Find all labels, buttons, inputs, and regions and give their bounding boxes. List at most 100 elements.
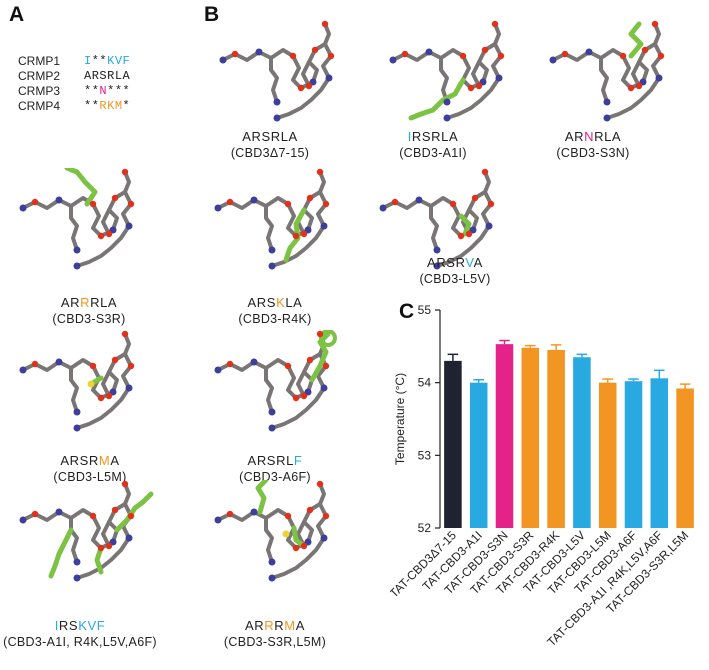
peptide-structure (19, 168, 135, 270)
oxygen-atom (89, 512, 97, 520)
peptide-structure (19, 330, 135, 432)
peptide-structure (19, 480, 154, 582)
bar (598, 382, 617, 528)
oxygen-atom (316, 330, 324, 338)
residue: M (114, 99, 123, 113)
structure-sequence: ARNRLA (513, 128, 673, 145)
oxygen-atom (111, 194, 119, 202)
oxygen-atom (327, 52, 335, 60)
structure-name: (CBD3-S3R) (52, 312, 126, 326)
sequence-segment: AR (60, 295, 81, 310)
structure-name: (CBD3-S3R,L5M) (223, 635, 327, 649)
sequence-segment: F (293, 453, 303, 468)
structure-sequence: ARSRVA (375, 254, 535, 271)
bond-chain (64, 168, 98, 207)
sequence-segment: ARSRLA (242, 129, 298, 144)
panel-label-c: C (399, 300, 415, 323)
oxygen-atom (627, 84, 635, 92)
sequence-segment: AR (564, 129, 585, 144)
oxygen-atom (105, 230, 113, 238)
oxygen-atom (121, 330, 129, 338)
nitrogen-atom (73, 558, 81, 566)
residue: R (107, 69, 115, 83)
bond-chain (323, 22, 331, 46)
oxygen-atom (457, 232, 465, 240)
residue: I (84, 54, 92, 68)
residue: L (114, 69, 123, 83)
structure-sequence: IRSRLA (353, 128, 513, 145)
y-tick-label: 52 (418, 521, 432, 535)
oxygen-atom (111, 356, 119, 364)
oxygen-atom (226, 360, 234, 368)
residue: F (122, 54, 131, 68)
structure-label: ARSKLA (CBD3-R4K) (195, 294, 355, 328)
residue: K (107, 54, 115, 68)
sequence-segment: RSRLA (411, 129, 459, 144)
y-tick-label: 55 (418, 303, 432, 317)
oxygen-atom (471, 194, 479, 202)
oxygen-atom (31, 360, 39, 368)
bond-chain (471, 60, 481, 88)
alignment-name: CRMP1 (18, 54, 61, 68)
sequence-segment: A (110, 453, 120, 468)
oxygen-atom (619, 52, 627, 60)
structure-sequence: ARSRMA (10, 452, 170, 469)
nitrogen-atom (250, 508, 258, 516)
nitrogen-atom (443, 114, 451, 122)
phenyl-ring (319, 330, 337, 347)
sequence-segment: I (407, 129, 412, 144)
nitrogen-atom (73, 574, 81, 582)
oxygen-atom (127, 512, 135, 520)
bond-chain (264, 204, 274, 252)
sequence-segment: A (473, 255, 483, 270)
oxygen-atom (300, 392, 308, 400)
oxygen-atom (465, 230, 473, 238)
bond-chain (391, 42, 503, 120)
alignment-row: **RKM* (84, 99, 130, 114)
y-tick-label: 54 (418, 376, 432, 390)
oxygen-atom (231, 50, 239, 58)
nitrogen-atom (73, 246, 81, 254)
oxygen-atom (475, 82, 483, 90)
residue: * (122, 84, 131, 98)
oxygen-atom (284, 200, 292, 208)
alignment-row: ARSRLA (84, 69, 130, 84)
sequence-segment: N (584, 129, 595, 144)
nitrogen-atom (19, 516, 27, 524)
structure-sequence: IRSKVF (0, 617, 160, 634)
oxygen-atom (481, 46, 489, 54)
bar (624, 381, 643, 528)
oxygen-atom (487, 200, 495, 208)
residue: K (107, 99, 115, 113)
structure-name: (CBD3Δ7-15) (230, 146, 310, 160)
alignment-sequences: I**KVF ARSRLA **N*** **RKM* (84, 54, 130, 114)
oxygen-atom (306, 194, 314, 202)
structure-sequence: ARRRLA (9, 294, 169, 311)
peptide-structure (214, 480, 330, 582)
alignment-name: CRMP3 (18, 84, 61, 98)
bond-chain (439, 56, 449, 104)
bar (650, 378, 669, 528)
alignment-name: CRMP2 (18, 69, 61, 83)
bond-chain (318, 170, 326, 194)
oxygen-atom (316, 168, 324, 176)
peptide-structure (379, 168, 495, 270)
nitrogen-atom (73, 424, 81, 432)
nitrogen-atom (268, 262, 276, 270)
nitrogen-atom (655, 74, 663, 82)
oxygen-atom (322, 512, 330, 520)
nitrogen-atom (268, 558, 276, 566)
structure-label: ARSRLA (CBD3Δ7-15) (190, 128, 350, 162)
residue: * (91, 99, 100, 113)
bar (521, 347, 540, 528)
structure-label: ARSRVA (CBD3-L5V) (375, 254, 535, 288)
oxygen-atom (391, 198, 399, 206)
oxygen-atom (297, 84, 305, 92)
structure-name: (CBD3-A1I, R4K,L5V,A6F) (3, 635, 157, 649)
oxygen-atom (322, 200, 330, 208)
sequence-segment: V (465, 255, 474, 270)
nitrogen-atom (433, 246, 441, 254)
oxygen-atom (491, 20, 499, 28)
oxygen-atom (449, 200, 457, 208)
bond-chain (69, 516, 79, 564)
